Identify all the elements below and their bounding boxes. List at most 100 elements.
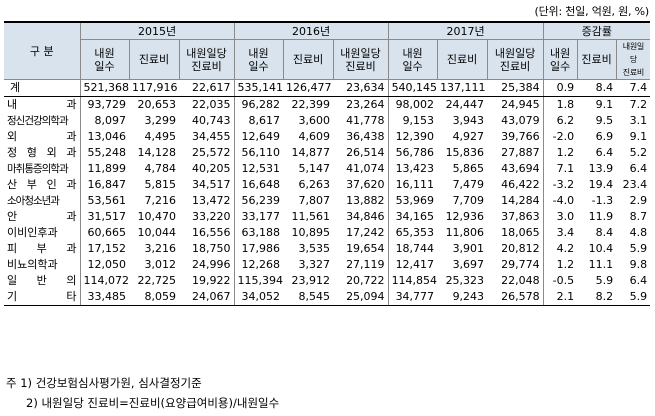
cell-value: 3,535 xyxy=(298,242,331,255)
cell-value: 13.9 xyxy=(588,162,614,175)
table-row: 비뇨의학과 12,050 3,012 24,996 12,268 3,327 27,119 1… xyxy=(4,257,650,273)
cell-value: -2.0 xyxy=(542,129,578,145)
cell-value: 60,665 xyxy=(79,225,129,241)
cell-value: 8,545 xyxy=(283,289,334,306)
footnote-1: 주 1) 건강보험심사평가원, 심사결정기준 xyxy=(6,376,202,390)
table-row: 외 과 13,046 4,495 34,455 12,649 4,609 36,438 12,… xyxy=(4,129,650,145)
cell-value: 9.5 xyxy=(595,114,614,127)
cell-value: 3,216 xyxy=(144,242,177,255)
cell-value: 12,531 xyxy=(233,161,284,177)
cell-value: 22,725 xyxy=(137,274,177,287)
cell-value: 40,205 xyxy=(192,162,231,175)
cell-value: 27,119 xyxy=(346,258,385,271)
cell-value: 13,423 xyxy=(387,161,438,177)
cell-value: 4.8 xyxy=(629,226,648,239)
cell-value: 25,094 xyxy=(333,289,389,306)
cell-value: 39,766 xyxy=(501,130,540,143)
cell-value: 8.4 xyxy=(577,79,617,97)
cell-value: 15,836 xyxy=(445,146,485,159)
cell-value: 25,384 xyxy=(487,79,544,97)
cell-value: 126,477 xyxy=(283,79,334,97)
cell-value: 5.9 xyxy=(595,274,614,287)
cell-value: -3.2 xyxy=(542,177,578,193)
cell-value: 14,128 xyxy=(137,146,177,159)
cell-value: 4,927 xyxy=(452,130,485,143)
cell-value: 7,709 xyxy=(452,194,485,207)
cell-value: 0.9 xyxy=(542,79,578,97)
cell-value: 14,877 xyxy=(291,146,331,159)
cell-value: 11,806 xyxy=(445,226,485,239)
sub-header-2015-0: 내원 일수 xyxy=(79,39,129,80)
cell-value: 3,600 xyxy=(298,114,331,127)
cell-value: 4,495 xyxy=(144,130,177,143)
footnote-2: 2) 내원일당 진료비=진료비(요양급여비용)/내원일수 xyxy=(26,396,280,410)
cell-value: 114,072 xyxy=(79,273,129,289)
sub-header-2016-2: 내원일당 진료비 xyxy=(332,39,389,80)
cell-value: 17,242 xyxy=(346,226,385,239)
cell-value: 8.4 xyxy=(595,226,614,239)
cell-value: 117,916 xyxy=(129,79,179,97)
cell-value: 34,846 xyxy=(346,210,385,223)
table-row: 정 형 외 과 55,248 14,128 25,572 56,110 14,877 26,… xyxy=(4,145,650,161)
cell-value: 23.4 xyxy=(622,178,648,191)
cell-value: 34,165 xyxy=(387,209,438,225)
cell-value: 2.9 xyxy=(629,194,648,207)
cell-value: 11,899 xyxy=(79,161,129,177)
cell-value: 5.9 xyxy=(616,289,651,306)
sub-header-growth-1: 진료비 xyxy=(576,39,617,80)
cell-value: 3,697 xyxy=(452,258,485,271)
cell-value: 23,634 xyxy=(333,79,389,97)
cell-value: 37,863 xyxy=(501,210,540,223)
cell-value: 24,996 xyxy=(192,258,231,271)
cell-value: 6.9 xyxy=(595,130,614,143)
table-row: 피 부 과 17,152 3,216 18,750 17,986 3,535 19,654 1… xyxy=(4,241,650,257)
sub-header-2015-1: 진료비 xyxy=(128,39,179,80)
sub-header-2015-2: 내원일당 진료비 xyxy=(178,39,235,80)
table-row: 이비인후과 60,665 10,044 16,556 63,188 10,895 17,24… xyxy=(4,225,650,241)
cell-value: 40,743 xyxy=(192,114,231,127)
cell-value: 8,617 xyxy=(233,113,284,129)
row-label: 비뇨의학과 xyxy=(7,258,58,271)
cell-value: 19,654 xyxy=(346,242,385,255)
row-label: 마취통증의학과 xyxy=(7,163,69,175)
table-header: 구 분 2015년 2016년 2017년 증감률 내원 일수 진료비 내원일당 진… xyxy=(4,21,651,80)
cell-value: 20,722 xyxy=(346,274,385,287)
table-row: 산 부 인 과 16,847 5,815 34,517 16,648 6,263 37,62… xyxy=(4,177,650,193)
row-label: 기 타 xyxy=(4,289,80,306)
cell-value: 8,059 xyxy=(129,289,179,306)
cell-value: 63,188 xyxy=(233,225,284,241)
cell-value: 33,485 xyxy=(79,289,129,306)
cell-value: 25,572 xyxy=(192,146,231,159)
row-label: 피 부 과 xyxy=(7,242,77,255)
row-label: 산 부 인 과 xyxy=(7,178,77,191)
cell-value: 137,111 xyxy=(437,79,488,97)
cell-value: 53,561 xyxy=(79,193,129,209)
cell-value: 4.2 xyxy=(542,241,578,257)
row-label: 외 과 xyxy=(7,130,77,143)
year-header-2015: 2015년 xyxy=(79,21,235,40)
cell-value: 34,777 xyxy=(387,289,438,306)
cell-value: -0.5 xyxy=(542,273,578,289)
cell-value: 3,943 xyxy=(452,114,485,127)
cell-value: 7,807 xyxy=(298,194,331,207)
sub-header-2017-2: 내원일당 진료비 xyxy=(486,39,544,80)
cell-value: 5,815 xyxy=(144,178,177,191)
row-label: 내 과 xyxy=(7,98,77,111)
cell-value: 18,065 xyxy=(501,226,540,239)
row-label: 이비인후과 xyxy=(7,226,58,239)
table-row: 안 과 31,517 10,470 33,220 33,177 11,561 34,846 3… xyxy=(4,209,650,225)
cell-value: 3.0 xyxy=(542,209,578,225)
cell-value: 18,750 xyxy=(192,242,231,255)
cell-value: 6.4 xyxy=(629,162,648,175)
cell-value: 55,248 xyxy=(79,145,129,161)
cell-value: 36,438 xyxy=(346,130,385,143)
cell-value: 1.2 xyxy=(542,145,578,161)
cell-value: 6,263 xyxy=(298,178,331,191)
year-header-2016: 2016년 xyxy=(233,21,389,40)
row-label: 정신건강의학과 xyxy=(7,115,69,127)
table-row: 기 타 33,485 8,059 24,067 34,052 8,545 25,094 34,… xyxy=(4,289,651,306)
cell-value: 6.2 xyxy=(542,113,578,129)
cell-value: 24,447 xyxy=(445,98,485,111)
cell-value: 53,969 xyxy=(387,193,438,209)
cell-value: 98,002 xyxy=(387,96,438,113)
